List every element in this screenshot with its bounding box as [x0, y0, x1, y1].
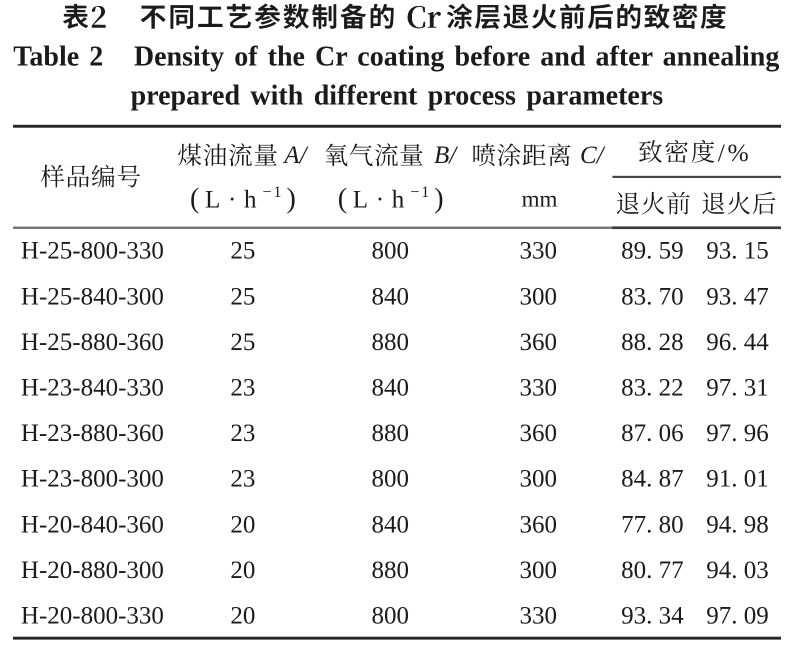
- svg-text:77. 80: 77. 80: [621, 511, 684, 538]
- svg-text:300: 300: [520, 283, 558, 310]
- svg-text:840: 840: [372, 375, 410, 402]
- svg-text:2: 2: [89, 42, 103, 73]
- svg-text:25: 25: [230, 283, 255, 310]
- svg-text:93. 15: 93. 15: [706, 238, 769, 265]
- svg-text:360: 360: [520, 329, 558, 356]
- svg-text:800: 800: [372, 466, 410, 493]
- svg-text:330: 330: [520, 603, 558, 630]
- svg-text:/: /: [718, 138, 726, 167]
- svg-text:84. 87: 84. 87: [621, 466, 684, 493]
- svg-text:L: L: [353, 187, 368, 214]
- svg-text:(: (: [338, 183, 347, 214]
- svg-text:Density of the Cr coating befo: Density of the Cr coating before and aft…: [134, 42, 779, 73]
- svg-text:H-23-880-360: H-23-880-360: [21, 420, 164, 447]
- svg-text:B/: B/: [434, 142, 458, 169]
- svg-text:88. 28: 88. 28: [621, 329, 684, 356]
- svg-text:300: 300: [520, 557, 558, 584]
- svg-text:83. 70: 83. 70: [621, 283, 684, 310]
- svg-text:23: 23: [230, 466, 255, 493]
- svg-text:H-20-880-300: H-20-880-300: [21, 557, 164, 584]
- svg-text:20: 20: [230, 557, 255, 584]
- svg-text:%: %: [728, 138, 749, 167]
- svg-text:H-20-800-330: H-20-800-330: [21, 603, 164, 630]
- svg-text:20: 20: [230, 603, 255, 630]
- svg-text:330: 330: [520, 375, 558, 402]
- svg-text:330: 330: [520, 238, 558, 265]
- svg-text:mm: mm: [522, 187, 558, 212]
- svg-text:·: ·: [228, 187, 236, 214]
- svg-text:94. 03: 94. 03: [706, 557, 769, 584]
- svg-text:h: h: [392, 187, 405, 214]
- svg-text:89. 59: 89. 59: [621, 238, 684, 265]
- svg-text:1: 1: [421, 184, 429, 201]
- svg-text:H-25-880-360: H-25-880-360: [21, 329, 164, 356]
- svg-text:20: 20: [230, 511, 255, 538]
- svg-text:360: 360: [520, 511, 558, 538]
- svg-text:L: L: [205, 187, 220, 214]
- svg-text:83. 22: 83. 22: [621, 375, 684, 402]
- svg-text:A/: A/: [282, 142, 308, 169]
- svg-text:25: 25: [230, 238, 255, 265]
- svg-text:93. 34: 93. 34: [621, 603, 684, 630]
- svg-text:H-20-840-360: H-20-840-360: [21, 511, 164, 538]
- svg-text:): ): [434, 183, 443, 214]
- svg-text:94. 98: 94. 98: [706, 511, 769, 538]
- svg-text:23: 23: [230, 420, 255, 447]
- svg-text:97. 31: 97. 31: [706, 375, 769, 402]
- svg-text:(: (: [190, 183, 199, 214]
- svg-text:96. 44: 96. 44: [706, 329, 769, 356]
- svg-text:840: 840: [372, 283, 410, 310]
- svg-text:880: 880: [372, 557, 410, 584]
- svg-text:prepared with different proces: prepared with different process paramete…: [131, 80, 664, 111]
- svg-text:80. 77: 80. 77: [621, 557, 684, 584]
- svg-text:800: 800: [372, 603, 410, 630]
- svg-text:Table: Table: [13, 42, 79, 73]
- svg-text:91. 01: 91. 01: [706, 466, 769, 493]
- svg-text:−: −: [410, 184, 419, 201]
- svg-text:1: 1: [274, 184, 282, 201]
- svg-text:H-23-840-330: H-23-840-330: [21, 375, 164, 402]
- svg-text:360: 360: [520, 420, 558, 447]
- svg-text:93. 47: 93. 47: [706, 283, 769, 310]
- svg-text:−: −: [263, 184, 272, 201]
- svg-text:H-25-840-300: H-25-840-300: [21, 283, 164, 310]
- svg-text:97. 09: 97. 09: [706, 603, 769, 630]
- svg-text:87. 06: 87. 06: [621, 420, 684, 447]
- svg-text:300: 300: [520, 466, 558, 493]
- svg-text:): ): [287, 183, 296, 214]
- svg-text:25: 25: [230, 329, 255, 356]
- svg-text:h: h: [244, 187, 257, 214]
- svg-text:·: ·: [376, 187, 384, 214]
- svg-text:C/: C/: [580, 142, 606, 169]
- svg-text:97. 96: 97. 96: [706, 420, 769, 447]
- svg-text:880: 880: [372, 420, 410, 447]
- svg-text:880: 880: [372, 329, 410, 356]
- svg-text:840: 840: [372, 511, 410, 538]
- svg-text:23: 23: [230, 375, 255, 402]
- svg-text:H-23-800-300: H-23-800-300: [21, 466, 164, 493]
- svg-text:H-25-800-330: H-25-800-330: [21, 238, 164, 265]
- svg-text:800: 800: [372, 238, 410, 265]
